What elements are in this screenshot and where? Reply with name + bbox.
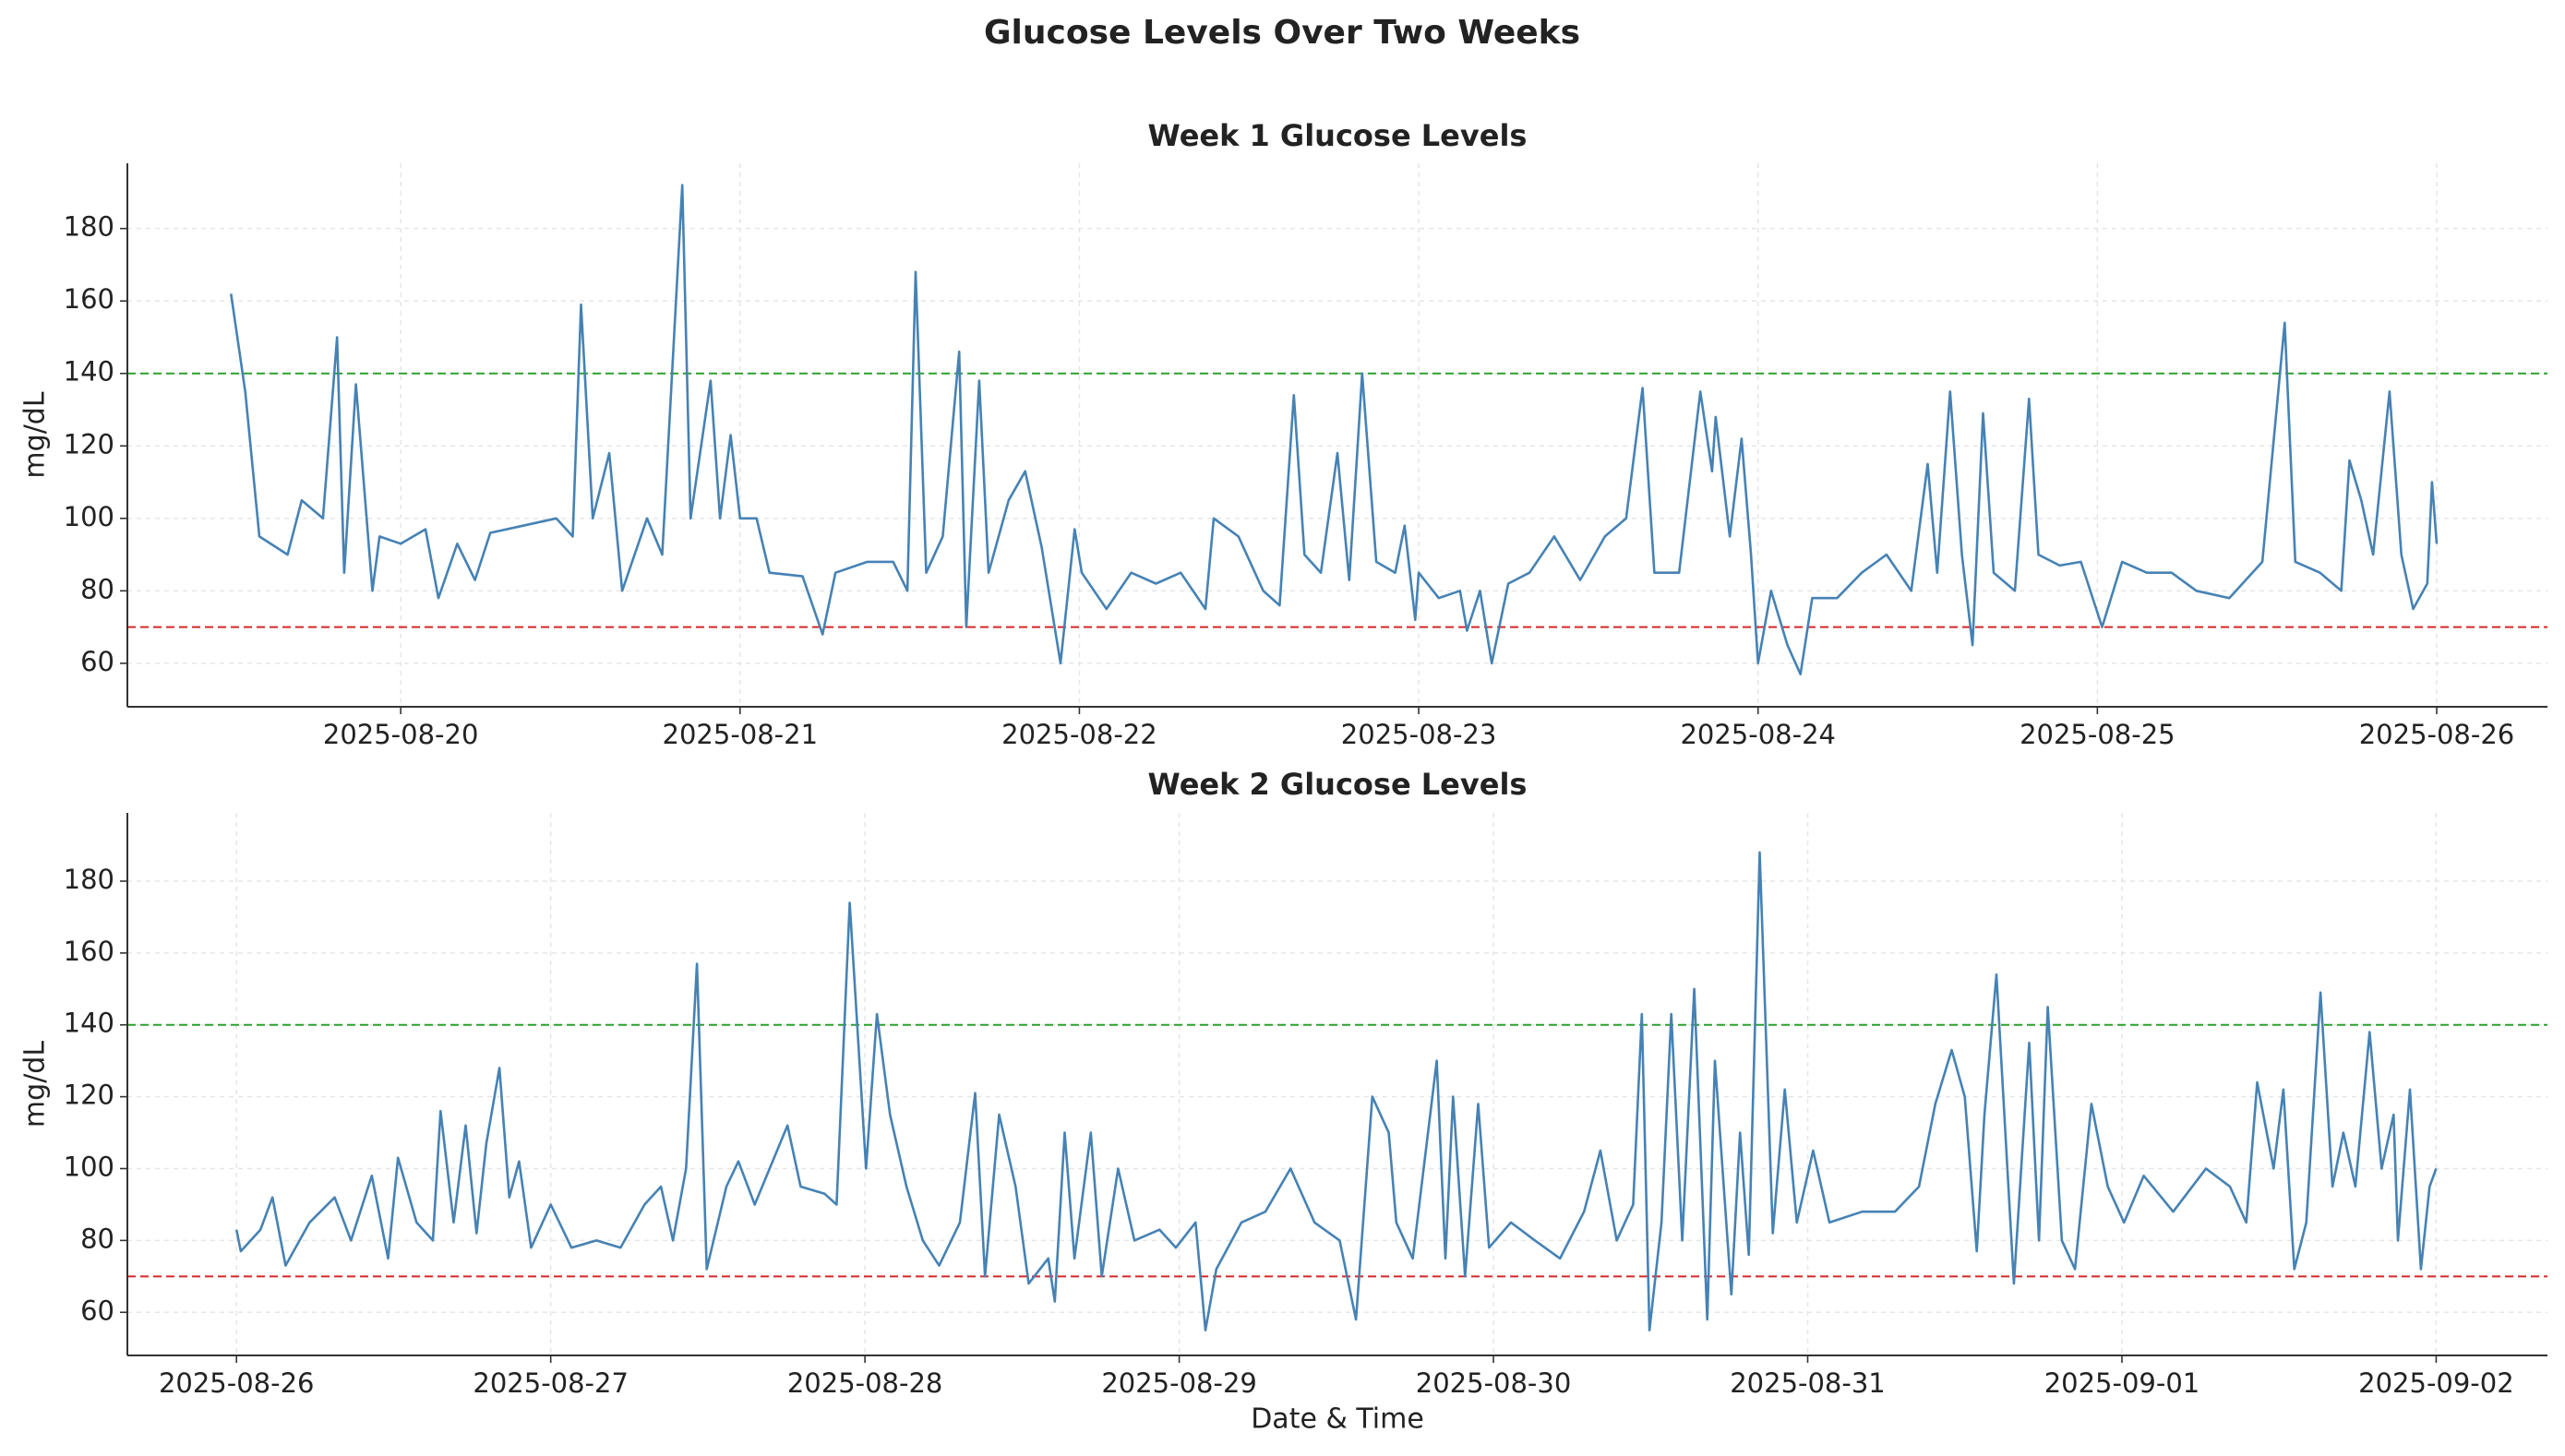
x-tick-label: 2025-08-23 [1341, 719, 1497, 750]
y-tick-label: 80 [80, 573, 114, 604]
y-tick-label: 140 [64, 1008, 114, 1039]
y-tick-label: 120 [64, 1080, 114, 1111]
x-tick-label: 2025-08-21 [663, 719, 819, 750]
glucose-line [230, 184, 2439, 676]
x-tick-label: 2025-08-27 [473, 1367, 629, 1399]
x-tick-label: 2025-08-28 [787, 1367, 943, 1399]
x-tick-label: 2025-08-31 [1730, 1367, 1886, 1399]
x-tick-label: 2025-08-26 [2359, 719, 2515, 750]
y-tick-label: 100 [64, 1152, 114, 1183]
x-tick-label: 2025-08-26 [159, 1367, 315, 1399]
y-axis-label: mg/dL [19, 391, 52, 478]
x-tick-label: 2025-09-02 [2358, 1367, 2514, 1399]
x-tick-label: 2025-08-20 [323, 719, 479, 750]
y-tick-label: 60 [80, 646, 114, 677]
y-tick-label: 180 [64, 211, 114, 243]
axes-title: Week 1 Glucose Levels [1148, 118, 1528, 153]
y-tick-label: 60 [80, 1295, 114, 1326]
y-tick-label: 140 [64, 356, 114, 388]
y-tick-label: 180 [64, 864, 114, 895]
axes-title: Week 2 Glucose Levels [1148, 767, 1528, 802]
x-tick-label: 2025-09-01 [2044, 1367, 2200, 1399]
y-tick-label: 160 [64, 936, 114, 967]
x-tick-label: 2025-08-25 [2020, 719, 2175, 750]
x-tick-label: 2025-08-30 [1416, 1367, 1572, 1399]
x-tick-label: 2025-08-22 [1001, 719, 1157, 750]
x-axis-label: Date & Time [1251, 1403, 1424, 1436]
x-tick-label: 2025-08-29 [1101, 1367, 1257, 1399]
figure-title: Glucose Levels Over Two Weeks [984, 14, 1580, 52]
y-axis-label: mg/dL [19, 1041, 52, 1128]
glucose-line [234, 851, 2438, 1331]
y-tick-label: 120 [64, 428, 114, 459]
x-tick-label: 2025-08-24 [1680, 719, 1836, 750]
y-tick-label: 100 [64, 501, 114, 532]
y-tick-label: 160 [64, 283, 114, 315]
y-tick-label: 80 [80, 1223, 114, 1254]
